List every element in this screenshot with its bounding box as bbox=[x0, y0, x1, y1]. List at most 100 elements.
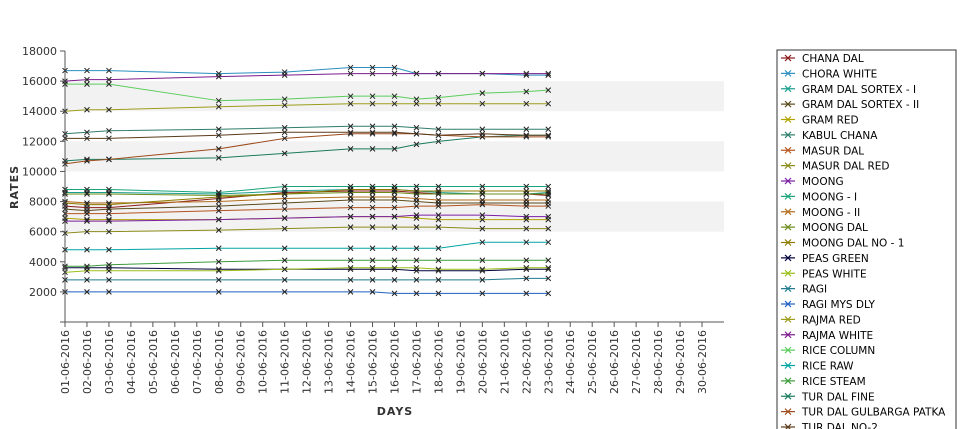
data-point bbox=[523, 100, 530, 107]
legend-item[interactable]: KABUL CHANA bbox=[781, 130, 878, 142]
data-point bbox=[347, 264, 354, 271]
data-point bbox=[545, 213, 552, 220]
data-point bbox=[369, 245, 376, 252]
legend-label: RAGI MYS DLY bbox=[802, 299, 875, 311]
data-point bbox=[84, 289, 90, 295]
data-point bbox=[391, 245, 398, 252]
series bbox=[62, 289, 552, 297]
data-point bbox=[479, 197, 486, 203]
legend-item[interactable]: MOONG - I bbox=[781, 191, 857, 203]
series-line bbox=[65, 291, 549, 294]
legend-label: TUR DAL NO-2 bbox=[801, 422, 878, 429]
data-point bbox=[413, 195, 420, 202]
legend-item[interactable]: PEAS GREEN bbox=[781, 253, 869, 265]
legend-marker bbox=[784, 254, 792, 262]
legend-marker bbox=[784, 177, 792, 185]
data-point bbox=[435, 245, 442, 252]
legend-item[interactable]: MOONG - II bbox=[781, 207, 860, 219]
legend-label: GRAM DAL SORTEX - II bbox=[802, 99, 919, 111]
legend-item[interactable]: TUR DAL GULBARGA PATKA bbox=[781, 407, 946, 419]
data-point bbox=[84, 228, 90, 235]
legend-item[interactable]: MOONG bbox=[781, 176, 844, 188]
data-point bbox=[413, 203, 420, 209]
data-point bbox=[391, 186, 398, 193]
data-point bbox=[369, 70, 376, 77]
legend-item[interactable]: MOONG DAL bbox=[781, 222, 868, 234]
legend-label: RICE COLUMN bbox=[802, 345, 875, 357]
x-tick-label: 26-06-2016 bbox=[608, 330, 621, 394]
legend-item[interactable]: GRAM DAL SORTEX - II bbox=[781, 99, 919, 111]
data-point bbox=[84, 267, 90, 274]
legend-item[interactable]: RICE STEAM bbox=[781, 376, 866, 388]
data-point bbox=[545, 239, 552, 246]
data-point bbox=[369, 100, 376, 107]
data-point bbox=[523, 70, 530, 77]
data-point bbox=[369, 289, 376, 295]
legend-item[interactable]: RICE RAW bbox=[781, 361, 854, 373]
legend-item[interactable]: MOONG DAL NO - 1 bbox=[781, 238, 904, 250]
data-point bbox=[84, 276, 90, 283]
data-point bbox=[347, 276, 354, 283]
data-point bbox=[391, 204, 398, 211]
legend-item[interactable]: CHORA WHITE bbox=[781, 68, 877, 80]
x-tick-label: 29-06-2016 bbox=[674, 330, 687, 394]
data-point bbox=[545, 132, 552, 139]
legend-item[interactable]: RICE COLUMN bbox=[781, 345, 875, 357]
y-tick-label: 2000 bbox=[29, 286, 57, 299]
legend-marker bbox=[784, 346, 792, 354]
legend-item[interactable]: TUR DAL NO-2 bbox=[781, 422, 878, 429]
x-tick-label: 20-06-2016 bbox=[476, 330, 489, 394]
data-point bbox=[413, 96, 420, 103]
data-point bbox=[369, 194, 376, 200]
data-point bbox=[215, 289, 222, 295]
y-tick-label: 8000 bbox=[29, 196, 57, 209]
data-point bbox=[413, 212, 420, 218]
data-point bbox=[215, 146, 222, 152]
data-point bbox=[347, 186, 354, 193]
data-point bbox=[347, 213, 354, 220]
x-tick-label: 04-06-2016 bbox=[125, 330, 138, 394]
data-point bbox=[523, 203, 530, 209]
legend-label: RAJMA WHITE bbox=[802, 330, 873, 342]
legend-item[interactable]: CHANA DAL bbox=[781, 53, 864, 65]
data-point bbox=[523, 264, 530, 271]
data-point bbox=[215, 97, 222, 104]
legend-marker bbox=[784, 54, 792, 62]
data-point bbox=[215, 194, 222, 200]
data-point bbox=[479, 126, 486, 133]
data-point bbox=[281, 135, 288, 142]
legend-item[interactable]: RAGI bbox=[781, 284, 827, 296]
legend-item[interactable]: GRAM RED bbox=[781, 115, 859, 127]
x-tick-label: 27-06-2016 bbox=[630, 330, 643, 394]
data-point bbox=[281, 215, 288, 221]
legend-item[interactable]: RAJMA WHITE bbox=[781, 330, 873, 342]
data-point bbox=[84, 158, 90, 164]
legend-item[interactable]: RAJMA RED bbox=[781, 314, 861, 326]
y-axis-title: RATES bbox=[8, 165, 21, 209]
legend-label: RAGI bbox=[802, 284, 827, 296]
legend-item[interactable]: TUR DAL FINE bbox=[781, 391, 875, 403]
data-point bbox=[84, 81, 90, 87]
legend-label: RAJMA RED bbox=[802, 314, 861, 326]
data-point bbox=[545, 188, 552, 194]
data-point bbox=[413, 130, 420, 137]
data-point bbox=[479, 70, 486, 77]
data-point bbox=[523, 213, 530, 220]
x-tick-label: 19-06-2016 bbox=[454, 330, 467, 394]
data-point bbox=[281, 72, 288, 78]
legend-label: RICE STEAM bbox=[802, 376, 866, 388]
legend-label: PEAS WHITE bbox=[802, 268, 867, 280]
legend-item[interactable]: PEAS WHITE bbox=[781, 268, 867, 280]
legend-item[interactable]: RAGI MYS DLY bbox=[781, 299, 875, 311]
data-point bbox=[413, 264, 420, 271]
data-point bbox=[391, 93, 398, 100]
legend-item[interactable]: MASUR DAL bbox=[781, 145, 864, 157]
data-point bbox=[413, 276, 420, 283]
legend-item[interactable]: GRAM DAL SORTEX - I bbox=[781, 84, 916, 96]
legend-item[interactable]: MASUR DAL RED bbox=[781, 161, 890, 173]
data-point bbox=[545, 197, 552, 203]
data-point bbox=[413, 188, 420, 194]
data-point bbox=[523, 88, 530, 95]
data-point bbox=[413, 100, 420, 107]
